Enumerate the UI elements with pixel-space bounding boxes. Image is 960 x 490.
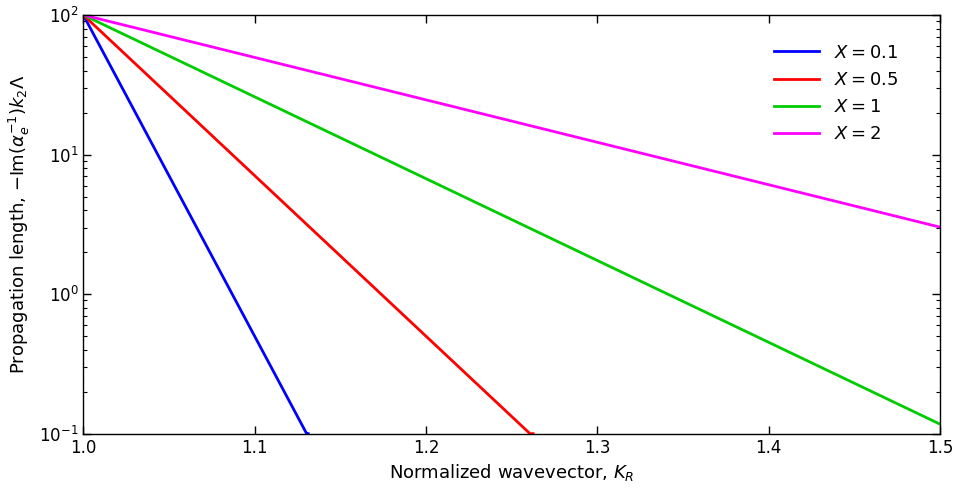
$X = 1$: [246, 92, 257, 98]
$X = 2$: [496, 116, 508, 122]
$X = 2$: [246, 53, 257, 59]
Line: $X = 2$: $X = 2$: [84, 15, 940, 227]
$X = 0.1$: [301, 431, 313, 437]
Line: $X = 0.5$: $X = 0.5$: [84, 15, 533, 434]
$X = 0.1$: [180, 205, 192, 211]
$X = 0.1$: [300, 431, 312, 437]
$X = 1$: [113, 29, 125, 35]
$X = 0.1$: [181, 206, 193, 212]
Legend: $X = 0.1$, $X = 0.5$, $X = 1$, $X = 2$: $X = 0.1$, $X = 0.5$, $X = 1$, $X = 2$: [767, 37, 905, 150]
$X = 1$: [82, 14, 93, 20]
$X = 1$: [129, 37, 140, 43]
$X = 0.5$: [276, 197, 287, 203]
$X = 1$: [496, 212, 508, 218]
$X = 0.5$: [502, 411, 514, 416]
$X = 2$: [78, 12, 89, 18]
$X = 0.5$: [96, 29, 108, 35]
$X = 2$: [113, 21, 125, 27]
X-axis label: Normalized wavevector, $K_R$: Normalized wavevector, $K_R$: [389, 462, 635, 483]
$X = 1$: [78, 12, 89, 18]
$X = 0.1$: [200, 241, 211, 246]
$X = 0.5$: [78, 12, 89, 18]
$X = 0.1$: [78, 12, 89, 18]
$X = 0.1$: [193, 228, 204, 234]
Line: $X = 0.1$: $X = 0.1$: [84, 15, 308, 434]
$X = 2$: [129, 24, 140, 30]
$X = 0.1$: [207, 255, 219, 261]
$X = 2$: [934, 224, 946, 230]
$X = 0.5$: [524, 431, 536, 437]
$X = 0.1$: [302, 431, 314, 437]
$X = 2$: [889, 213, 900, 219]
$X = 1$: [889, 399, 900, 405]
$X = 0.5$: [377, 293, 389, 299]
$X = 0.5$: [197, 124, 208, 130]
Line: $X = 1$: $X = 1$: [84, 15, 940, 424]
Y-axis label: Propagation length, $-\mathrm{Im}(\alpha_e^{-1})k_2\Lambda$: Propagation length, $-\mathrm{Im}(\alpha…: [7, 74, 32, 374]
$X = 0.5$: [527, 431, 539, 437]
$X = 1$: [934, 421, 946, 427]
$X = 2$: [82, 13, 93, 19]
$X = 0.5$: [276, 198, 287, 204]
